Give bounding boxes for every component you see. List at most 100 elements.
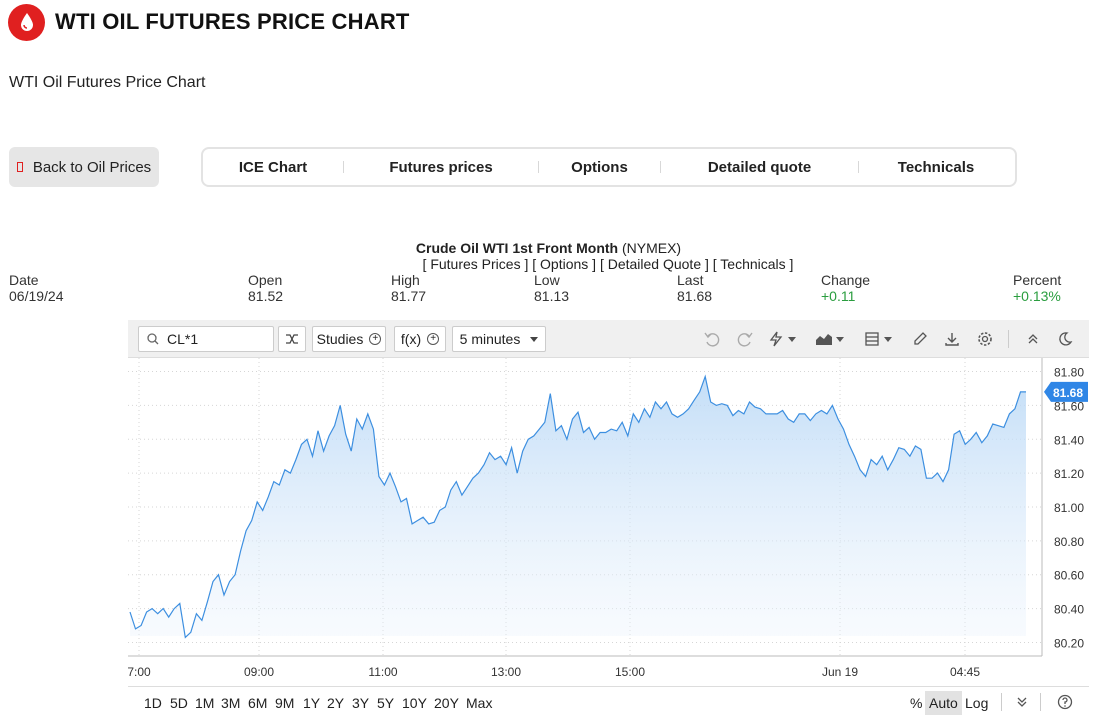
undo-icon[interactable] (702, 329, 722, 349)
x-tick-label: 04:45 (950, 665, 980, 679)
back-icon (16, 162, 23, 172)
stat-label: Percent (1013, 272, 1062, 288)
x-tick-label: 15:00 (615, 665, 645, 679)
tab-technicals[interactable]: Technicals (897, 158, 975, 176)
tab-divider (660, 161, 661, 173)
range-max[interactable]: Max (466, 695, 493, 711)
moon-icon[interactable] (1055, 329, 1075, 349)
tab-divider (538, 161, 539, 173)
y-tick-label: 81.20 (1054, 467, 1084, 481)
tab-detailed-quote[interactable]: Detailed quote (707, 158, 812, 176)
stat-label: Last (677, 272, 704, 288)
tab-ice-chart[interactable]: ICE Chart (238, 158, 308, 176)
x-tick-label: 7:00 (128, 665, 151, 679)
quote-tabs: ICE Chart Futures prices Options Detaile… (201, 147, 1017, 187)
interval-select[interactable]: 5 minutes (452, 326, 546, 352)
exchange-label: (NYMEX) (621, 240, 682, 256)
range-1m[interactable]: 1M (195, 695, 215, 711)
studies-button[interactable]: Studies + (312, 326, 386, 352)
y-tick-label: 81.00 (1054, 501, 1084, 515)
x-tick-label: Jun 19 (822, 665, 858, 679)
stat-last: Last 81.68 (677, 272, 712, 304)
area-chart-icon[interactable] (814, 329, 844, 349)
compare-button[interactable] (278, 326, 306, 352)
toolbar-divider (1008, 330, 1009, 348)
scale-auto-button[interactable]: Auto (925, 691, 962, 715)
back-to-oil-prices-button[interactable]: Back to Oil Prices (9, 147, 159, 187)
stat-percent: Percent +0.13% (1013, 272, 1061, 304)
price-chart: CL*1 Studies + f(x) + 5 minutes (128, 320, 1089, 716)
interval-label: 5 minutes (459, 331, 521, 347)
chevron-double-down-icon[interactable] (1012, 692, 1032, 712)
price-line (129, 374, 1026, 639)
search-icon (147, 333, 159, 345)
y-tick-label: 80.80 (1054, 535, 1084, 549)
symbol-value: CL*1 (167, 331, 199, 347)
range-5d[interactable]: 5D (170, 695, 188, 711)
range-6m[interactable]: 6M (248, 695, 268, 711)
range-10y[interactable]: 10Y (402, 695, 427, 711)
quote-links: [ Futures Prices ] [ Options ] [ Detaile… (0, 256, 1097, 272)
stat-value: 81.68 (677, 288, 713, 304)
back-button-label: Back to Oil Prices (32, 158, 152, 176)
shuffle-icon (286, 334, 298, 344)
range-2y[interactable]: 2Y (327, 695, 345, 711)
chart-toolbar: CL*1 Studies + f(x) + 5 minutes (128, 320, 1089, 358)
help-icon[interactable] (1055, 692, 1075, 712)
scale-log-button[interactable]: Log (965, 695, 989, 711)
tab-divider (343, 161, 344, 173)
stat-value: 81.52 (248, 288, 284, 304)
pencil-icon[interactable] (910, 329, 930, 349)
stat-value: +0.13% (1013, 288, 1061, 304)
range-5y[interactable]: 5Y (377, 695, 395, 711)
stat-change: Change +0.11 (821, 272, 870, 304)
symbol-search-input[interactable]: CL*1 (138, 326, 274, 352)
y-tick-label: 80.20 (1054, 636, 1084, 650)
plus-circle-icon: + (427, 333, 440, 345)
page-title: WTI OIL FUTURES PRICE CHART (55, 9, 410, 34)
fx-label: f(x) (400, 331, 422, 347)
last-price-badge (1044, 381, 1088, 402)
stat-label: Open (248, 272, 283, 288)
fx-button[interactable]: f(x) + (394, 326, 446, 352)
gear-icon[interactable] (975, 329, 995, 349)
instrument-name: Crude Oil WTI 1st Front Month (415, 240, 619, 256)
stat-label: Date (9, 272, 39, 288)
stat-value: 06/19/24 (9, 288, 64, 304)
stat-label: High (391, 272, 420, 288)
quote-links-text[interactable]: [ Futures Prices ] [ Options ] [ Detaile… (422, 256, 794, 272)
range-3y[interactable]: 3Y (352, 695, 370, 711)
stat-label: Change (821, 272, 871, 288)
price-area-fill (130, 376, 1026, 638)
range-selector: 1D 5D 1M 3M 6M 9M 1Y 2Y 3Y 5Y 10Y 20Y Ma… (128, 686, 1089, 716)
rangebar-divider (1001, 693, 1002, 711)
range-1y[interactable]: 1Y (303, 695, 321, 711)
chevron-down-icon (530, 336, 539, 342)
download-icon[interactable] (942, 329, 962, 349)
range-3m[interactable]: 3M (221, 695, 241, 711)
scale-percent-button[interactable]: % (910, 695, 923, 711)
layout-icon[interactable] (862, 329, 892, 349)
collapse-icon[interactable] (1023, 329, 1043, 349)
stat-label: Low (534, 272, 560, 288)
range-9m[interactable]: 9M (275, 695, 295, 711)
y-tick-label: 81.40 (1054, 433, 1084, 447)
tab-options[interactable]: Options (571, 158, 628, 176)
page-subtitle: WTI Oil Futures Price Chart (9, 74, 206, 91)
y-tick-label: 80.40 (1054, 603, 1084, 617)
range-1d[interactable]: 1D (144, 695, 162, 711)
tab-futures-prices[interactable]: Futures prices (389, 158, 493, 176)
stat-low: Low 81.13 (534, 272, 569, 304)
page-header: WTI OIL FUTURES PRICE CHART (8, 3, 410, 41)
price-plot[interactable]: 81.80 81.60 81.40 81.20 81.00 80.80 80.60 80.40… (128, 358, 1089, 686)
redo-icon[interactable] (735, 329, 755, 349)
tab-divider (858, 161, 859, 173)
y-tick-label: 81.80 (1054, 366, 1084, 380)
lightning-icon[interactable] (766, 329, 796, 349)
x-tick-label: 11:00 (368, 665, 397, 679)
last-price-label: 81.68 (1053, 386, 1083, 400)
stat-date: Date 06/19/24 (9, 272, 64, 304)
stat-value: 81.13 (534, 288, 570, 304)
plus-circle-icon: + (369, 333, 382, 345)
range-20y[interactable]: 20Y (434, 695, 459, 711)
